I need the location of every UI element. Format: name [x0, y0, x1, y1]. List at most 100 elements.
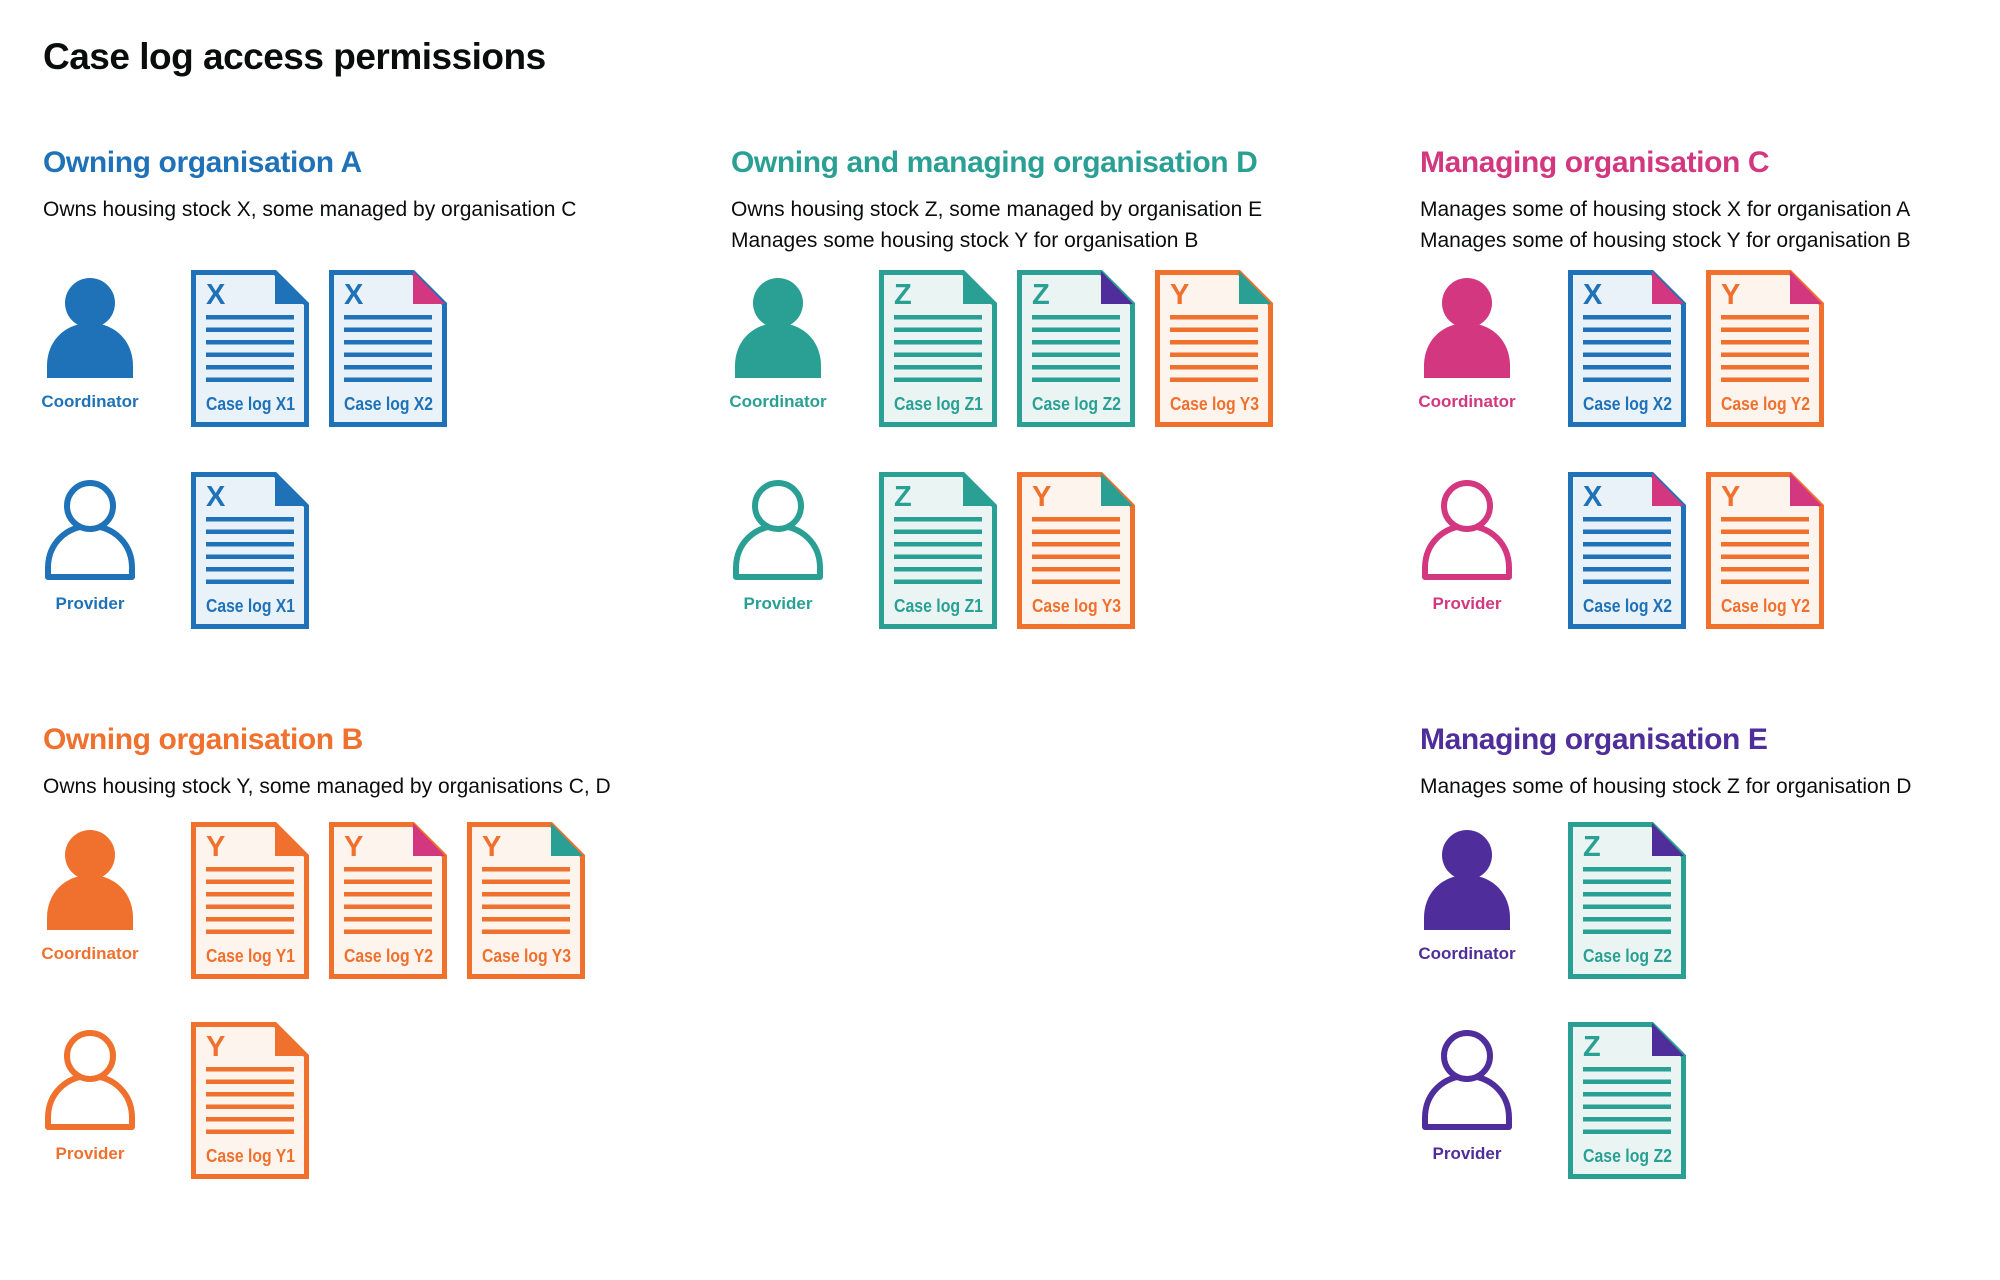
doc-text-line: [1721, 554, 1809, 559]
section-heading: Owning and managing organisation D: [731, 146, 1258, 179]
doc-text-line: [1583, 517, 1671, 522]
doc-text-line: [1721, 340, 1809, 345]
doc-text-line: [344, 917, 432, 922]
doc-text-line: [206, 1079, 294, 1084]
doc-label: Case log Z1: [894, 596, 983, 616]
provider-person: Provider: [1420, 1022, 1514, 1164]
provider-row: Provider X Case log X2 Y Case log Y2: [1420, 472, 1844, 629]
document-icon: Z Case log Z2: [1568, 822, 1686, 979]
doc-text-line: [206, 315, 294, 320]
folded-corner-icon: [413, 271, 445, 304]
case-log-document: Y Case log Y1: [191, 822, 309, 979]
role-label: Coordinator: [1418, 944, 1516, 963]
document-page: [1017, 270, 1135, 427]
doc-text-line: [206, 929, 294, 934]
doc-text-line: [206, 867, 294, 872]
doc-text-line: [344, 879, 432, 884]
doc-letter: Y: [1721, 481, 1740, 513]
role-label: Provider: [55, 1144, 125, 1163]
doc-text-line: [1583, 904, 1671, 909]
doc-text-line: [894, 352, 982, 357]
doc-text-line: [1170, 352, 1258, 357]
folded-corner-icon: [1652, 1023, 1684, 1056]
doc-text-line: [1721, 315, 1809, 320]
case-log-document: Z Case log Z2: [1568, 1022, 1686, 1179]
section-heading: Managing organisation E: [1420, 723, 1768, 756]
doc-label: Case log Y2: [344, 946, 433, 966]
document-page: [1706, 270, 1824, 427]
coordinator-row: Coordinator X Case log X2 Y Case log Y2: [1418, 270, 1844, 427]
doc-label: Case log X1: [206, 596, 295, 616]
case-log-document: X Case log X2: [1568, 472, 1686, 629]
doc-label: Case log Y2: [1721, 394, 1810, 414]
doc-text-line: [1583, 567, 1671, 572]
person-outline-icon: [1422, 1030, 1512, 1130]
coordinator-row: Coordinator Z Case log Z1 Z Case log Z2 Y Case…: [729, 270, 1293, 427]
case-log-document: Z Case log Z2: [1568, 822, 1686, 979]
folded-corner-icon: [275, 1023, 307, 1056]
doc-letter: Y: [1170, 279, 1189, 311]
document-icon: Z Case log Z1: [879, 472, 997, 629]
folded-corner-icon: [1790, 473, 1822, 506]
section-description-line: Owns housing stock X, some managed by or…: [43, 197, 577, 221]
doc-text-line: [1032, 554, 1120, 559]
person-filled-icon: [1424, 278, 1510, 378]
case-log-document: Z Case log Z1: [879, 270, 997, 427]
case-log-document: Z Case log Z1: [879, 472, 997, 629]
provider-person: Provider: [43, 1022, 137, 1164]
doc-text-line: [1721, 529, 1809, 534]
person-outline-icon: [45, 1030, 135, 1130]
folded-corner-icon: [551, 823, 583, 856]
doc-text-line: [1721, 567, 1809, 572]
doc-text-line: [206, 904, 294, 909]
section-description: Owns housing stock X, some managed by or…: [43, 194, 643, 225]
doc-letter: Z: [1032, 279, 1050, 311]
role-label: Coordinator: [41, 392, 139, 411]
doc-text-line: [1032, 377, 1120, 382]
doc-text-line: [1583, 327, 1671, 332]
role-label: Provider: [1432, 594, 1502, 613]
section-managing-organisation-e: Managing organisation E Manages some of …: [1418, 723, 1995, 1179]
doc-text-line: [894, 542, 982, 547]
doc-text-line: [206, 529, 294, 534]
folded-corner-icon: [275, 823, 307, 856]
doc-label: Case log Z2: [1032, 394, 1121, 414]
folded-corner-icon: [1790, 271, 1822, 304]
doc-text-line: [206, 352, 294, 357]
person-outline-icon: [1422, 480, 1512, 580]
document-page: [191, 822, 309, 979]
section-description: Owns housing stock Z, some managed by or…: [731, 194, 1331, 256]
doc-text-line: [894, 567, 982, 572]
folded-corner-icon: [1652, 271, 1684, 304]
doc-text-line: [1170, 315, 1258, 320]
section-description: Owns housing stock Y, some managed by or…: [43, 771, 643, 802]
coordinator-person: Coordinator: [1418, 270, 1516, 412]
document-icon: X Case log X1: [191, 472, 309, 629]
doc-text-line: [344, 327, 432, 332]
coordinator-person: Coordinator: [41, 270, 139, 412]
doc-text-line: [1721, 579, 1809, 584]
document-page: [1706, 472, 1824, 629]
doc-text-line: [482, 879, 570, 884]
doc-text-line: [1583, 1067, 1671, 1072]
doc-text-line: [1032, 542, 1120, 547]
doc-letter: Y: [1032, 481, 1051, 513]
doc-text-line: [1032, 327, 1120, 332]
doc-text-line: [1170, 340, 1258, 345]
doc-letter: Z: [1583, 1031, 1601, 1063]
doc-label: Case log X2: [1583, 394, 1672, 414]
doc-text-line: [206, 1092, 294, 1097]
case-log-document: Z Case log Z2: [1017, 270, 1135, 427]
doc-text-line: [344, 315, 432, 320]
doc-text-line: [206, 917, 294, 922]
person-filled-icon: [47, 278, 133, 378]
doc-letter: Z: [1583, 831, 1601, 863]
page-title: Case log access permissions: [43, 36, 546, 77]
doc-text-line: [206, 1067, 294, 1072]
doc-text-line: [1032, 315, 1120, 320]
document-icon: X Case log X2: [1568, 270, 1686, 427]
section-owning-organisation-b: Owning organisation B Owns housing stock…: [41, 724, 643, 1179]
doc-text-line: [1583, 579, 1671, 584]
folded-corner-icon: [963, 473, 995, 506]
doc-text-line: [1032, 340, 1120, 345]
